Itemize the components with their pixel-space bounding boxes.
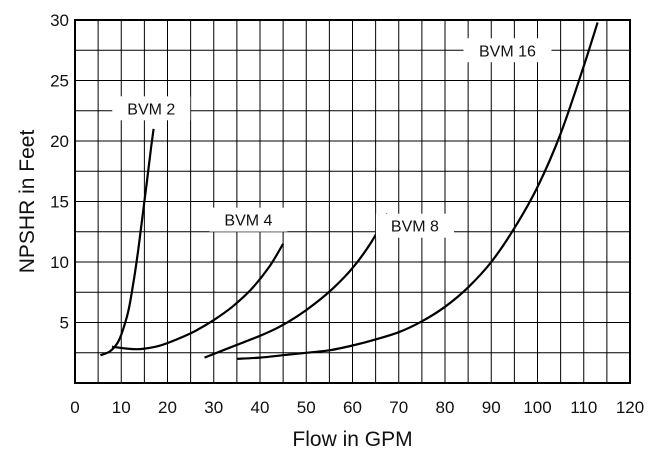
series-label: BVM 8	[391, 219, 439, 236]
y-tick-label: 15	[50, 193, 69, 212]
x-tick-label: 110	[570, 398, 597, 417]
grid	[75, 20, 630, 383]
series-label: BVM 16	[479, 43, 536, 60]
x-tick-label: 0	[70, 398, 79, 417]
curve-bvm-16	[236, 22, 599, 360]
series-label-bg	[112, 96, 191, 121]
y-axis-ticks: 5 10 15 20 25 30	[50, 11, 69, 333]
x-tick-label: 40	[251, 398, 270, 417]
x-tick-label: 20	[158, 398, 177, 417]
x-tick-label: 10	[112, 398, 131, 417]
x-tick-label: 70	[389, 398, 408, 417]
x-tick-label: 90	[482, 398, 501, 417]
y-axis-title: NPSHR in Feet	[16, 130, 39, 274]
curve-bvm-8	[204, 213, 389, 359]
y-tick-label: 30	[50, 11, 69, 30]
series-label-bg	[209, 207, 288, 232]
x-axis-title: Flow in GPM	[292, 428, 412, 451]
curve-bvm-4	[111, 243, 285, 351]
x-tick-label: 50	[297, 398, 316, 417]
y-tick-label: 25	[50, 72, 69, 91]
x-tick-label: 30	[204, 398, 223, 417]
x-tick-label: 100	[523, 398, 551, 417]
x-tick-label: 60	[343, 398, 362, 417]
series-label: BVM 2	[127, 101, 175, 118]
series-label-bg	[375, 213, 454, 238]
y-tick-label: 10	[50, 253, 69, 272]
curve-bvm-2	[100, 128, 155, 357]
plot-frame	[74, 19, 631, 384]
curves	[100, 22, 599, 360]
series-labels: BVM 2 BVM 4 BVM 8 BVM 16	[112, 38, 552, 238]
y-tick-label: 5	[60, 314, 69, 333]
x-tick-label: 80	[436, 398, 455, 417]
x-tick-label: 120	[616, 398, 644, 417]
series-label-bg	[463, 38, 552, 63]
series-label: BVM 4	[224, 213, 272, 230]
y-tick-label: 20	[50, 132, 69, 151]
x-axis-ticks: 0 10 20 30 40 50 60 70 80 90 100 110 120	[70, 398, 644, 417]
